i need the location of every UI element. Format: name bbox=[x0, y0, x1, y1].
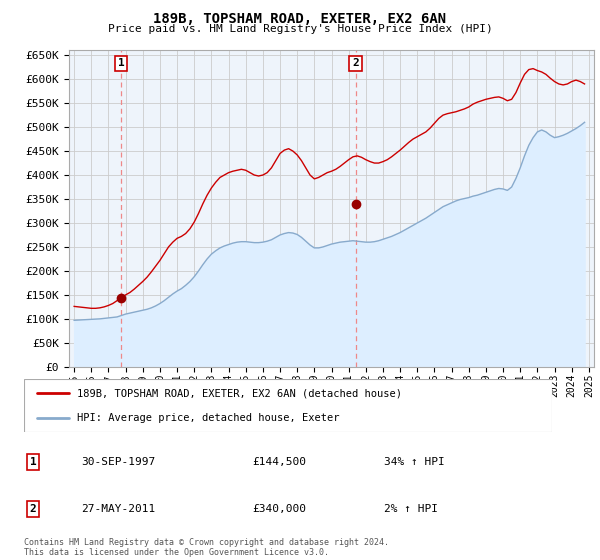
Text: 34% ↑ HPI: 34% ↑ HPI bbox=[384, 457, 445, 466]
Text: £340,000: £340,000 bbox=[252, 505, 306, 514]
Text: £144,500: £144,500 bbox=[252, 457, 306, 466]
Text: 2: 2 bbox=[352, 58, 359, 68]
Text: HPI: Average price, detached house, Exeter: HPI: Average price, detached house, Exet… bbox=[77, 413, 340, 423]
Text: 2: 2 bbox=[29, 505, 37, 514]
Text: Contains HM Land Registry data © Crown copyright and database right 2024.
This d: Contains HM Land Registry data © Crown c… bbox=[24, 538, 389, 557]
Text: Price paid vs. HM Land Registry's House Price Index (HPI): Price paid vs. HM Land Registry's House … bbox=[107, 24, 493, 34]
Text: 189B, TOPSHAM ROAD, EXETER, EX2 6AN: 189B, TOPSHAM ROAD, EXETER, EX2 6AN bbox=[154, 12, 446, 26]
Text: 189B, TOPSHAM ROAD, EXETER, EX2 6AN (detached house): 189B, TOPSHAM ROAD, EXETER, EX2 6AN (det… bbox=[77, 389, 402, 399]
Text: 1: 1 bbox=[29, 457, 37, 466]
Text: 30-SEP-1997: 30-SEP-1997 bbox=[81, 457, 155, 466]
Text: 27-MAY-2011: 27-MAY-2011 bbox=[81, 505, 155, 514]
Text: 2% ↑ HPI: 2% ↑ HPI bbox=[384, 505, 438, 514]
Text: 1: 1 bbox=[118, 58, 125, 68]
